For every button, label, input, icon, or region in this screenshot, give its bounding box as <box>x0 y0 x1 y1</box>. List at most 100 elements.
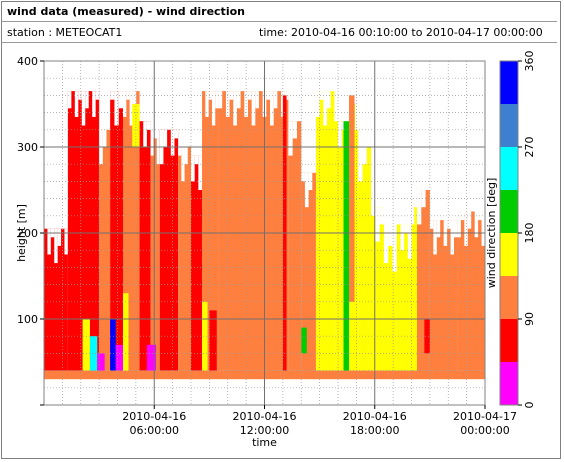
heatmap-cell-gap <box>118 91 124 109</box>
heatmap-cell-gap <box>453 220 458 238</box>
heatmap-patch <box>209 310 217 371</box>
y-tick-label: 300 <box>17 141 38 154</box>
heatmap-cell-gap <box>319 91 324 100</box>
heatmap-cell-gap <box>404 224 408 233</box>
heatmap-cell-gap <box>301 172 305 182</box>
heatmap-cell-gap <box>429 220 434 229</box>
y-tick-label: 400 <box>17 55 38 68</box>
colorbar-swatch <box>500 319 518 362</box>
colorbar-tick-label: 180 <box>523 223 536 244</box>
grid-lines <box>44 61 485 405</box>
heatmap-cell-gap <box>247 91 252 100</box>
heatmap-cell-gap <box>233 91 237 126</box>
heatmap-cell-gap <box>211 91 216 126</box>
heatmap-cell-gap <box>54 228 58 264</box>
y-tick-label: 100 <box>17 313 38 326</box>
heatmap-cell-gap <box>208 91 212 100</box>
heatmap-patch <box>343 121 350 371</box>
heatmap-cell-gap <box>215 91 219 109</box>
colorbar-swatch <box>500 362 518 405</box>
heatmap-cell-gap <box>288 121 293 156</box>
chart-title: wind data (measured) - wind direction <box>7 5 245 18</box>
heatmap-cell-gap <box>392 237 397 272</box>
x-tick-time-label: 00:00:00 <box>460 424 509 437</box>
heatmap-patch <box>132 104 140 147</box>
heatmap-cell-gap <box>411 207 415 225</box>
heatmap-cell-gap <box>284 91 289 100</box>
heatmap-cell-gap <box>163 129 168 147</box>
heatmap-patch <box>349 95 355 302</box>
heatmap-cell <box>159 129 179 371</box>
heatmap-cell-gap <box>198 155 203 190</box>
station-label: station : METEOCAT1 <box>7 26 123 39</box>
heatmap-cell-gap <box>433 220 437 255</box>
heatmap-cell-gap <box>205 91 209 117</box>
y-tick-label: 200 <box>17 227 38 240</box>
heatmap-cell <box>191 155 203 371</box>
heatmap-patch <box>301 327 307 354</box>
heatmap-cell-gap <box>304 172 309 208</box>
heatmap-cell-gap <box>400 224 405 251</box>
heatmap-cell-gap <box>460 211 465 221</box>
heatmap-cell-gap <box>229 91 234 100</box>
time-range-label: time: 2010-04-16 00:10:00 to 2010-04-17 … <box>259 26 543 39</box>
heatmap-cell-gap <box>143 121 147 147</box>
heatmap-cell-gap <box>358 147 363 182</box>
heatmap-cell-gap <box>132 91 137 109</box>
heatmap-cell-gap <box>67 91 72 109</box>
heatmap-cell-gap <box>474 211 479 238</box>
heatmap-cell-gap <box>323 91 327 126</box>
x-axis-label: time <box>252 436 277 449</box>
x-tick-date-label: 2010-04-16 <box>122 410 186 423</box>
x-tick-date-label: 2010-04-16 <box>233 410 297 423</box>
heatmap-cell-gap <box>326 91 331 109</box>
heatmap-cell <box>358 147 372 371</box>
heatmap-cell-gap <box>236 91 241 109</box>
heatmap-cell-gap <box>146 121 151 130</box>
heatmap-cell <box>178 147 191 371</box>
heatmap-cell-gap <box>292 121 297 139</box>
x-tick-date-label: 2010-04-16 <box>343 410 407 423</box>
heatmap-cell-gap <box>417 190 422 225</box>
heatmap-cell-gap <box>129 91 133 126</box>
heatmap-cell-gap <box>92 91 96 117</box>
heatmap-cell-gap <box>110 91 115 100</box>
heatmap-patch <box>110 319 116 371</box>
heatmap-cell-gap <box>362 147 367 165</box>
heatmap-cell-gap <box>184 147 188 165</box>
heatmap-cell-gap <box>371 207 376 216</box>
heatmap-cell <box>110 91 124 371</box>
heatmap-cell-gap <box>178 147 182 156</box>
heatmap-cell-gap <box>388 237 393 246</box>
colorbar: 0 90 180 270 360 wind direction [deg] <box>485 51 536 409</box>
heatmap-cell <box>411 207 418 371</box>
colorbar-swatch <box>500 276 518 319</box>
heatmap-cell <box>218 91 289 371</box>
heatmap-cell-gap <box>457 211 461 238</box>
heatmap-cell-gap <box>266 91 271 100</box>
heatmap-cell-gap <box>464 211 468 246</box>
heatmap-cell-gap <box>375 207 380 242</box>
info-bar: station : METEOCAT1 time: 2010-04-16 00:… <box>1 23 557 43</box>
heatmap-cell <box>288 121 302 371</box>
plot-area <box>44 91 485 380</box>
colorbar-tick-label: 360 <box>523 51 536 72</box>
heatmap-cell-gap <box>407 224 412 259</box>
heatmap-cell-gap <box>338 121 342 147</box>
colorbar-swatch <box>500 233 518 276</box>
heatmap-cell-gap <box>436 220 441 238</box>
heatmap-cell-gap <box>85 91 89 109</box>
heatmap-patch <box>115 344 124 371</box>
heatmap-patch <box>424 319 430 354</box>
heatmap-cell <box>315 91 335 371</box>
x-tick-time-label: 18:00:00 <box>350 424 399 437</box>
heatmap-cell <box>396 224 412 371</box>
heatmap-cell-gap <box>191 155 195 182</box>
heatmap-cell-gap <box>450 220 454 255</box>
heatmap-patch <box>146 344 157 371</box>
heatmap-cell-gap <box>95 91 100 100</box>
heatmap-cell-gap <box>74 91 79 117</box>
heatmap-patch <box>202 301 208 371</box>
heatmap-cell <box>44 228 68 371</box>
